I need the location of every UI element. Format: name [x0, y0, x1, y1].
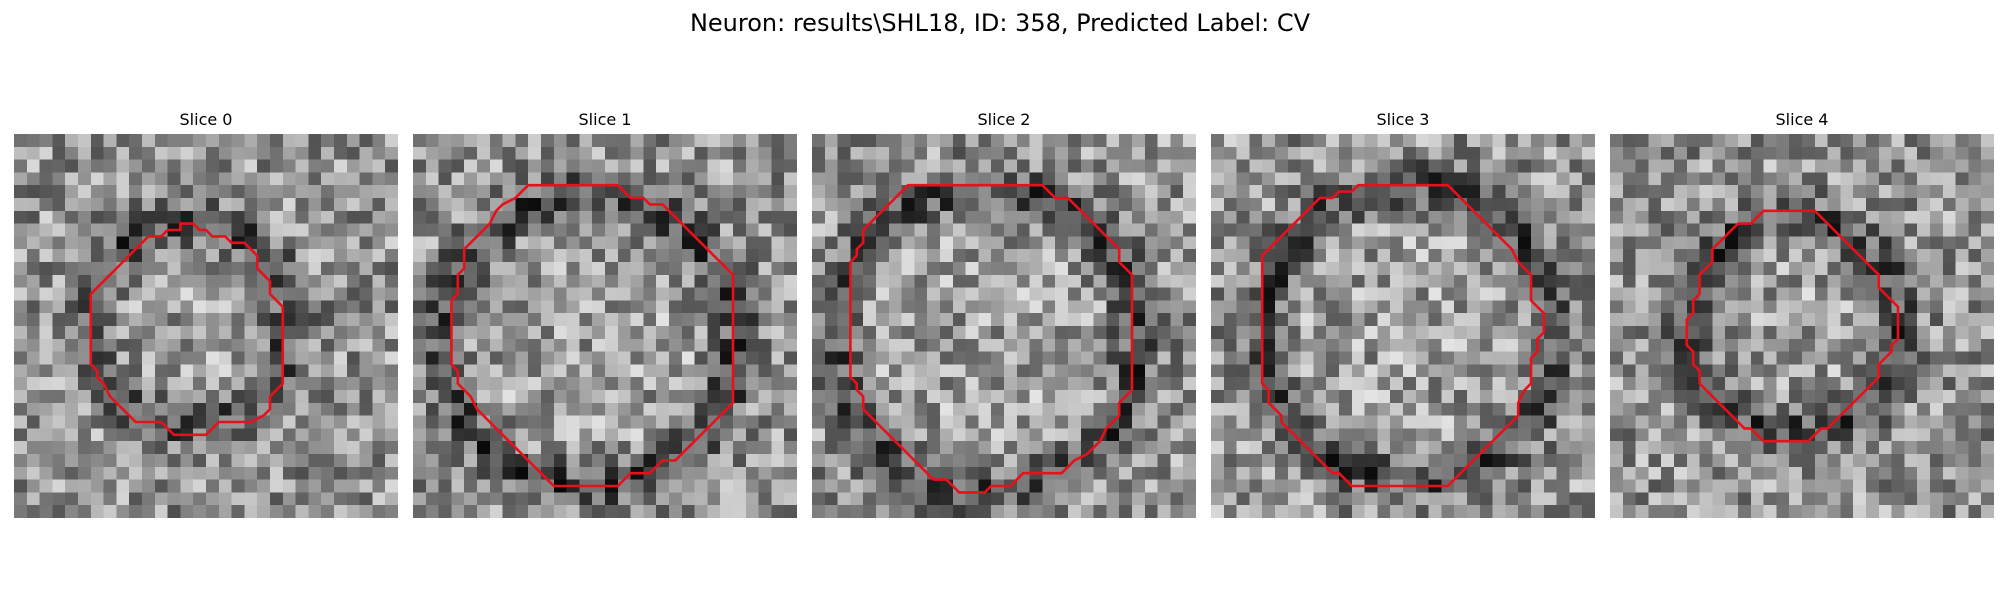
slice-image-1	[413, 134, 797, 518]
contour-outline-2	[849, 183, 1134, 494]
contour-outline-3	[1260, 183, 1546, 488]
slice-image-4	[1610, 134, 1994, 518]
slice-title-0: Slice 0	[179, 110, 233, 129]
slice-panel-4: Slice 4	[1610, 108, 1994, 518]
slice-title-4: Slice 4	[1775, 110, 1829, 129]
slice-panel-3: Slice 3	[1211, 108, 1595, 518]
figure-title: Neuron: results\SHL18, ID: 358, Predicte…	[689, 9, 1311, 37]
slice-title-3: Slice 3	[1376, 110, 1430, 129]
slice-panel-0: Slice 0	[14, 108, 398, 518]
slice-image-0	[14, 134, 398, 518]
slice-panel-1: Slice 1	[413, 108, 797, 518]
slice-title-1: Slice 1	[578, 110, 632, 129]
contour-outline-0	[89, 222, 285, 437]
contour-outline-1	[450, 183, 735, 488]
slice-title-2: Slice 2	[977, 110, 1031, 129]
contour-outline-4	[1685, 209, 1900, 443]
slice-image-2	[812, 134, 1196, 518]
slice-panel-2: Slice 2	[812, 108, 1196, 518]
slice-image-3	[1211, 134, 1595, 518]
